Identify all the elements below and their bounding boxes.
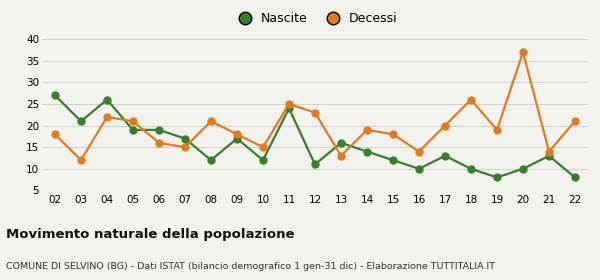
Decessi [571, 120, 578, 123]
Nascite [364, 150, 371, 153]
Nascite [77, 120, 85, 123]
Decessi [77, 158, 85, 162]
Nascite [311, 163, 319, 166]
Decessi [364, 128, 371, 132]
Decessi [415, 150, 422, 153]
Nascite [286, 107, 293, 110]
Decessi [286, 102, 293, 106]
Nascite [571, 176, 578, 179]
Nascite [520, 167, 527, 171]
Decessi [103, 115, 110, 119]
Nascite [208, 158, 215, 162]
Decessi [389, 132, 397, 136]
Legend: Nascite, Decessi: Nascite, Decessi [227, 7, 403, 30]
Nascite [467, 167, 475, 171]
Decessi [233, 132, 241, 136]
Nascite [233, 137, 241, 140]
Line: Nascite: Nascite [52, 92, 578, 181]
Line: Decessi: Decessi [52, 49, 578, 164]
Decessi [311, 111, 319, 114]
Nascite [259, 158, 266, 162]
Nascite [389, 158, 397, 162]
Decessi [545, 150, 553, 153]
Text: Movimento naturale della popolazione: Movimento naturale della popolazione [6, 228, 295, 241]
Nascite [415, 167, 422, 171]
Decessi [493, 128, 500, 132]
Nascite [493, 176, 500, 179]
Text: COMUNE DI SELVINO (BG) - Dati ISTAT (bilancio demografico 1 gen-31 dic) - Elabor: COMUNE DI SELVINO (BG) - Dati ISTAT (bil… [6, 262, 495, 271]
Decessi [442, 124, 449, 127]
Nascite [130, 128, 137, 132]
Decessi [181, 146, 188, 149]
Nascite [155, 128, 163, 132]
Decessi [337, 154, 344, 158]
Nascite [337, 141, 344, 144]
Decessi [155, 141, 163, 144]
Nascite [181, 137, 188, 140]
Decessi [259, 146, 266, 149]
Nascite [545, 154, 553, 158]
Nascite [442, 154, 449, 158]
Nascite [52, 94, 59, 97]
Nascite [103, 98, 110, 101]
Decessi [520, 50, 527, 54]
Decessi [52, 132, 59, 136]
Decessi [208, 120, 215, 123]
Decessi [130, 120, 137, 123]
Decessi [467, 98, 475, 101]
